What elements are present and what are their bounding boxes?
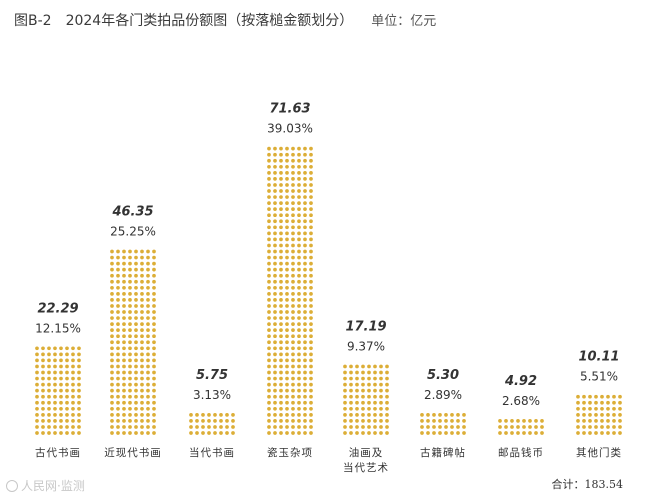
value-label: 22.29 — [37, 301, 78, 316]
value-label: 4.92 — [504, 374, 537, 389]
percent-label: 12.15% — [35, 321, 81, 335]
bar-6 — [420, 413, 466, 435]
bar-7 — [498, 419, 544, 435]
chart-title: 2024年各门类拍品份额图（按落槌金额划分） — [65, 13, 354, 29]
percent-label: 39.03% — [267, 122, 313, 136]
category-label: 古代书画 — [35, 446, 81, 459]
value-label: 71.63 — [269, 102, 310, 117]
figure-label: 图B-2 — [14, 13, 52, 29]
watermark-text: 人民网·监测 — [21, 479, 85, 493]
percent-label: 3.13% — [193, 388, 231, 402]
percent-label: 25.25% — [110, 225, 156, 239]
total-label: 合计：183.54 — [551, 478, 624, 491]
value-label: 17.19 — [345, 319, 386, 334]
category-label: 邮品钱币 — [498, 446, 544, 459]
percent-label: 2.89% — [424, 388, 462, 402]
value-label: 5.30 — [427, 368, 459, 383]
bar-4 — [267, 146, 313, 435]
value-label: 10.11 — [578, 350, 619, 365]
category-label: 瓷玉杂项 — [267, 446, 313, 459]
category-label: 其他门类 — [576, 446, 622, 459]
percent-label: 2.68% — [502, 394, 540, 408]
chart-unit: 单位：亿元 — [371, 14, 437, 29]
bar-8 — [576, 394, 622, 435]
bar-3 — [189, 413, 235, 435]
bar-2 — [110, 249, 156, 435]
category-label: 当代艺术 — [343, 461, 389, 474]
value-label: 46.35 — [111, 205, 153, 220]
watermark: 人民网·监测 — [6, 477, 85, 494]
value-label: 5.75 — [196, 368, 228, 383]
category-label: 油画及 — [349, 446, 384, 459]
bar-5 — [343, 364, 389, 435]
category-label: 近现代书画 — [104, 446, 162, 459]
category-label: 当代书画 — [189, 446, 235, 459]
percent-label: 9.37% — [347, 339, 385, 353]
percent-label: 5.51% — [580, 370, 618, 384]
bar-1 — [35, 346, 81, 435]
category-label: 古籍碑帖 — [420, 446, 466, 459]
watermark-logo-icon — [6, 480, 18, 492]
chart-title-row: 图B-2 2024年各门类拍品份额图（按落槌金额划分） 单位：亿元 — [14, 10, 436, 34]
